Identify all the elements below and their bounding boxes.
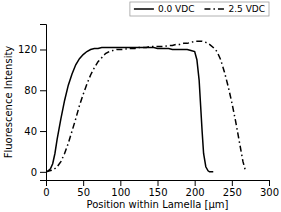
y-tick-label: 0 xyxy=(31,167,37,178)
x-tick-label: 300 xyxy=(260,187,279,198)
x-tick: 0 xyxy=(43,180,49,198)
y-tick-label: 40 xyxy=(24,126,37,137)
y-tick: 40 xyxy=(24,126,46,137)
legend-swatch xyxy=(204,8,224,10)
x-tick: 200 xyxy=(186,180,205,198)
legend-frame xyxy=(130,2,269,16)
y-tick: 120 xyxy=(18,44,46,55)
y-tick-label: 80 xyxy=(24,85,37,96)
x-tick-label: 250 xyxy=(223,187,242,198)
x-tick: 150 xyxy=(148,180,167,198)
x-tick-label: 0 xyxy=(43,187,49,198)
legend-swatch xyxy=(134,8,154,10)
y-tick-mark xyxy=(40,131,46,132)
x-tick-label: 100 xyxy=(111,187,130,198)
x-tick-mark xyxy=(195,180,196,186)
x-tick-label: 200 xyxy=(186,187,205,198)
x-tick-mark xyxy=(158,180,159,186)
x-tick-label: 50 xyxy=(77,187,90,198)
x-tick-label: 150 xyxy=(148,187,167,198)
x-tick-mark xyxy=(120,180,121,186)
x-tick: 250 xyxy=(223,180,242,198)
legend-label: 2.5 VDC xyxy=(228,4,265,14)
y-tick: 80 xyxy=(24,85,46,96)
y-tick-mark xyxy=(40,172,46,173)
x-tick: 50 xyxy=(77,180,90,198)
x-tick-mark xyxy=(269,180,270,186)
y-axis: 0 40 80 120 xyxy=(18,25,47,181)
plot: 0 50 100 150 200 250 300 0 40 80 120 Position withi… xyxy=(3,25,279,211)
x-tick: 100 xyxy=(111,180,130,198)
axis-line xyxy=(40,25,47,181)
legend-item: 2.5 VDC xyxy=(204,4,265,14)
legend-label: 0.0 VDC xyxy=(158,4,195,14)
y-tick-mark xyxy=(40,90,46,91)
lines xyxy=(46,41,245,172)
axis-line xyxy=(47,181,270,187)
legend: 0.0 VDC 2.5 VDC xyxy=(130,2,269,16)
line xyxy=(46,47,213,171)
line xyxy=(46,41,245,172)
y-tick: 0 xyxy=(31,167,46,178)
y-tick-label: 120 xyxy=(18,44,37,55)
x-axis: 0 50 100 150 200 250 300 xyxy=(43,180,279,198)
chart: 0 50 100 150 200 250 300 0 40 80 120 Position withi… xyxy=(0,0,281,212)
x-tick-mark xyxy=(83,180,84,186)
x-axis-title: Position within Lamella [µm] xyxy=(87,199,229,210)
y-axis-title: Fluorescence Intensity xyxy=(3,46,14,159)
x-tick: 300 xyxy=(260,180,279,198)
y-tick-mark xyxy=(40,49,46,50)
x-tick-mark xyxy=(232,180,233,186)
legend-item: 0.0 VDC xyxy=(134,4,195,14)
